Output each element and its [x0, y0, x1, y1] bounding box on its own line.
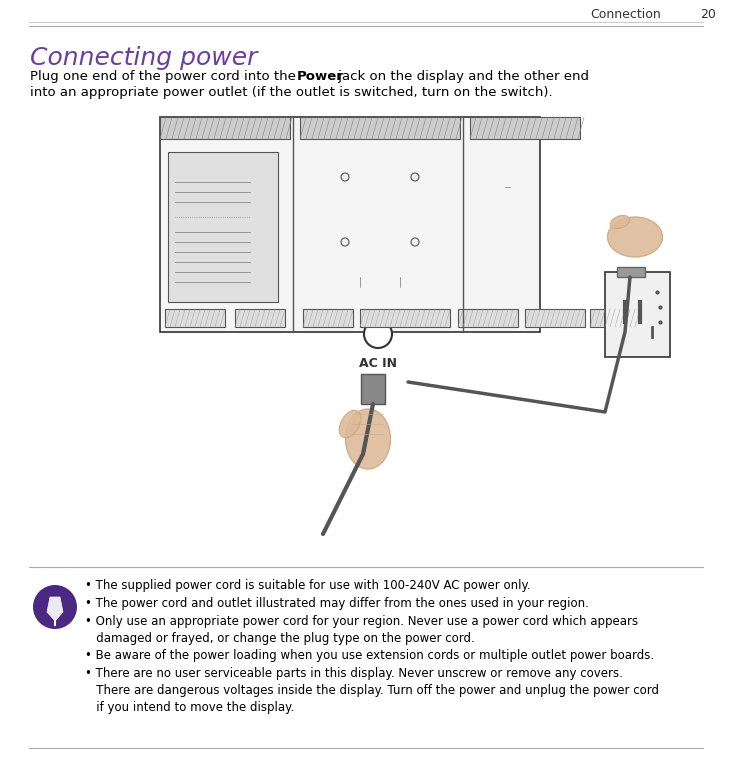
Bar [590, 309, 640, 327]
Bar [458, 309, 518, 327]
Bar [160, 117, 540, 332]
Ellipse shape [610, 216, 630, 229]
Bar [303, 309, 353, 327]
Text: Connecting power: Connecting power [30, 46, 258, 70]
Circle shape [411, 238, 419, 246]
Text: • The supplied power cord is suitable for use with 100-240V AC power only.: • The supplied power cord is suitable fo… [85, 579, 531, 592]
Bar [361, 374, 385, 404]
Bar [525, 309, 585, 327]
Text: • The power cord and outlet illustrated may differ from the ones used in your re: • The power cord and outlet illustrated … [85, 597, 589, 610]
Bar [165, 309, 225, 327]
Text: Plug one end of the power cord into the: Plug one end of the power cord into the [30, 70, 300, 83]
Text: Power: Power [297, 70, 344, 83]
Circle shape [364, 320, 392, 348]
Bar [360, 309, 450, 327]
Text: • Only use an appropriate power cord for your region. Never use a power cord whi: • Only use an appropriate power cord for… [85, 615, 638, 645]
Text: 20: 20 [700, 8, 716, 21]
Bar [470, 117, 580, 139]
Bar [168, 152, 278, 302]
Bar [235, 309, 285, 327]
Bar [617, 267, 645, 277]
Ellipse shape [339, 410, 361, 437]
Bar [605, 272, 670, 357]
Text: into an appropriate power outlet (if the outlet is switched, turn on the switch): into an appropriate power outlet (if the… [30, 86, 553, 99]
Circle shape [341, 238, 349, 246]
Ellipse shape [608, 217, 662, 257]
Polygon shape [47, 597, 63, 621]
Ellipse shape [346, 409, 390, 469]
Bar [160, 117, 290, 139]
Circle shape [341, 173, 349, 181]
Text: AC IN: AC IN [359, 357, 397, 370]
Bar [300, 117, 460, 139]
Circle shape [411, 173, 419, 181]
Text: Connection: Connection [590, 8, 661, 21]
Text: • Be aware of the power loading when you use extension cords or multiple outlet : • Be aware of the power loading when you… [85, 649, 654, 662]
Text: jack on the display and the other end: jack on the display and the other end [334, 70, 589, 83]
Text: • There are no user serviceable parts in this display. Never unscrew or remove a: • There are no user serviceable parts in… [85, 667, 659, 714]
Circle shape [33, 585, 77, 629]
